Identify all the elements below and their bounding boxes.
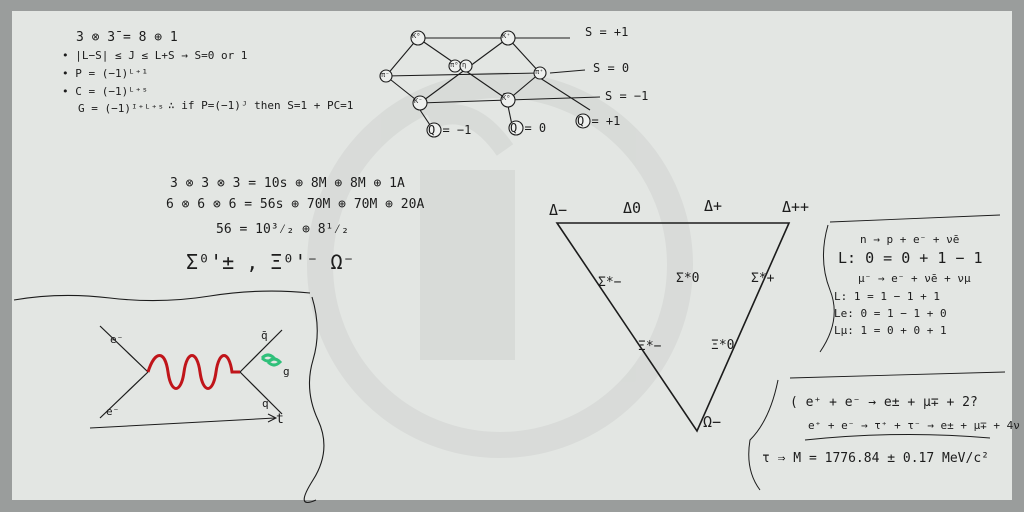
decuplet-sigma-zero: Σ*0	[676, 271, 700, 286]
charge-plus: Q = +1	[577, 114, 621, 128]
decuplet-sigma-minus: Σ*−	[598, 275, 622, 290]
strangeness-minus: S = −1	[605, 89, 649, 103]
octet-node-label-5: η	[462, 61, 467, 69]
divider-tau-top	[789, 371, 1006, 379]
tau-line-2: e⁺ + e⁻ → τ⁺ + τ⁻ → e± + μ∓ + 4ν )	[808, 419, 1024, 432]
octet-node-label-1: K⁰	[412, 32, 421, 40]
lepton-line-2: L: 0 = 0 + 1 − 1	[838, 249, 983, 267]
strangeness-zero: S = 0	[593, 61, 630, 75]
decuplet-delta-zero: Δ0	[623, 199, 642, 217]
divider-lepton-top	[829, 214, 1001, 223]
feynman-label-eminus-bottom: e⁻	[106, 405, 120, 418]
charge-marker-1	[426, 122, 442, 138]
divider-left-vertical	[303, 296, 325, 504]
octet-node-label-6: π⁺	[535, 68, 544, 76]
gluon-curl	[260, 353, 283, 367]
decuplet-delta-minus: Δ−	[549, 201, 568, 219]
flavour-line-3: 56 = 10³⁄₂ ⊕ 8¹⁄₂	[216, 222, 350, 237]
octet-node-label-7: K⁻	[414, 97, 423, 105]
divider-tau	[748, 379, 779, 491]
meson-octet-nodes	[379, 30, 591, 138]
node-piminus	[379, 69, 393, 83]
decuplet-omega-minus: Ω−	[703, 413, 722, 431]
lepton-line-3: μ⁻ → e⁻ + ν̄e + νμ	[858, 272, 971, 285]
flavour-line-1: 3 ⊗ 3 ⊗ 3 = 10s ⊕ 8M ⊕ 8M ⊕ 1A	[170, 176, 405, 191]
octet-node-label-4: π⁰	[450, 61, 459, 69]
photon-wave	[146, 354, 240, 390]
charge-minus: Q = −1	[428, 123, 472, 137]
rules-line-2: • |L−S| ≤ J ≤ L+S → S=0 or 1	[62, 49, 248, 62]
flavour-line-2: 6 ⊗ 6 ⊗ 6 = 56s ⊕ 70M ⊕ 70M ⊕ 20A	[166, 197, 425, 212]
decuplet-triangle	[555, 222, 791, 433]
charge-marker-3	[575, 113, 591, 129]
feynman-diagram	[89, 325, 283, 429]
node-piplus	[533, 66, 547, 80]
time-axis	[89, 417, 276, 429]
octet-node-label-2: K⁺	[502, 32, 511, 40]
charge-zero: Q = 0	[510, 121, 547, 135]
divider-left-horizontal	[13, 290, 311, 302]
watermark-logo	[307, 72, 693, 458]
decuplet-sigma-plus: Σ*+	[751, 271, 775, 286]
feynman-label-gluon: g	[283, 365, 290, 378]
octet-node-label-8: K̄⁰	[502, 94, 511, 102]
decuplet-xi-minus: Ξ*−	[638, 339, 662, 354]
tau-line-3: τ ⇒ M = 1776.84 ± 0.17 MeV/c²	[762, 451, 989, 466]
lepton-line-1: n → p + e⁻ + ν̄e	[860, 233, 960, 246]
rules-line-5: G = (−1)ᴵ⁺ᴸ⁺ˢ	[78, 102, 165, 115]
lepton-line-4: L: 1 = 1 − 1 + 1	[834, 290, 940, 303]
octet-node-label-3: π⁻	[381, 71, 390, 79]
decuplet-xi-zero: Ξ*0	[711, 338, 735, 353]
rules-line-6: ∴ if P=(−1)ᴶ then S=1 + PC=1	[168, 99, 354, 112]
charge-marker-2	[508, 120, 524, 136]
divider-lepton	[819, 224, 835, 353]
feynman-label-q: q	[262, 397, 269, 410]
tau-underline	[804, 433, 991, 441]
rules-line-1: 3 ⊗ 3̄ = 8 ⊕ 1	[76, 30, 178, 45]
lepton-line-5: Le: 0 = 1 − 1 + 0	[834, 307, 947, 320]
flavour-line-4: Σ⁰'± , Ξ⁰'⁻ Ω⁻	[186, 250, 355, 274]
node-Kplus	[500, 30, 516, 46]
lepton-line-6: Lμ: 1 = 0 + 0 + 1	[834, 324, 947, 337]
strangeness-plus: S = +1	[585, 25, 629, 39]
decuplet-delta-plusplus: Δ++	[782, 198, 810, 216]
node-eta	[459, 59, 473, 73]
feynman-label-qbar: q̄	[261, 329, 268, 342]
node-K0bar	[500, 92, 516, 108]
feynman-label-eminus-top: e⁻	[110, 333, 124, 346]
tau-line-1: ( e⁺ + e⁻ → e± + μ∓ + 2?	[790, 395, 978, 410]
decuplet-delta-plus: Δ+	[704, 197, 723, 215]
feynman-label-time: t	[276, 412, 284, 427]
node-K0	[410, 30, 426, 46]
rules-line-4: • C = (−1)ᴸ⁺ˢ	[62, 85, 149, 98]
node-Kminus	[412, 95, 428, 111]
rules-line-3: • P = (−1)ᴸ⁺¹	[62, 67, 149, 80]
